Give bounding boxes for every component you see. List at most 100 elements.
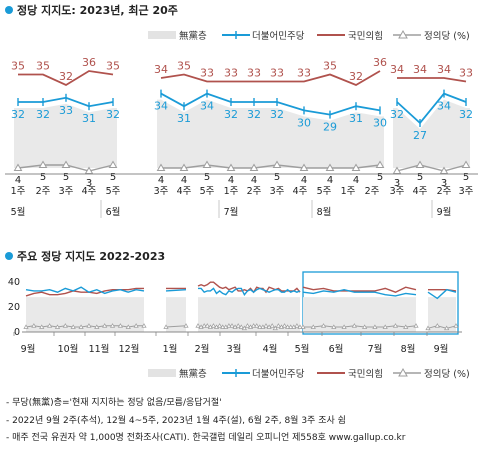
ppp-value-label: 33 bbox=[297, 67, 311, 80]
justice-value-label: 5 bbox=[377, 172, 383, 183]
month-tick-label: 6월 bbox=[329, 343, 344, 355]
bottom-chart-title: 주요 정당 지지도 2022-2023 bbox=[17, 249, 165, 263]
week-tick-label: 3주 bbox=[390, 186, 405, 197]
y-tick-label: 0 bbox=[14, 327, 20, 338]
democratic-series-line bbox=[160, 92, 381, 116]
justice-point-marker bbox=[294, 323, 300, 328]
justice-point-marker bbox=[39, 324, 45, 329]
justice-point-marker bbox=[241, 325, 247, 331]
justice-value-label: 4 bbox=[228, 175, 234, 186]
legend-justice-marker-icon bbox=[398, 367, 408, 377]
justice-value-label: 4 bbox=[251, 175, 257, 186]
independent-area bbox=[428, 297, 456, 332]
justice-value-label: 4 bbox=[353, 175, 359, 186]
ppp-series-line bbox=[160, 70, 381, 86]
justice-value-label: 4 bbox=[181, 175, 187, 186]
justice-value-label: 4 bbox=[327, 175, 333, 186]
y-tick-label: 20 bbox=[8, 302, 20, 313]
justice-point-marker bbox=[461, 160, 471, 168]
month-label: 9월 bbox=[437, 206, 452, 218]
justice-point-marker bbox=[229, 323, 235, 328]
month-tick-label: 2월 bbox=[195, 343, 210, 355]
justice-point-marker bbox=[78, 324, 84, 329]
justice-value-label: 4 bbox=[15, 175, 21, 186]
justice-point-marker bbox=[70, 324, 76, 329]
ppp-value-label: 35 bbox=[36, 60, 50, 73]
month-tick-label: 4월 bbox=[263, 343, 278, 355]
legend-independent-label: 無黨층 bbox=[179, 30, 207, 42]
week-tick-label: 3주 bbox=[459, 186, 474, 197]
democratic-value-label: 32 bbox=[270, 108, 284, 121]
month-tick-label: 7월 bbox=[368, 343, 383, 355]
justice-series-line bbox=[427, 325, 457, 329]
democratic-series-line bbox=[427, 288, 457, 300]
democratic-series-line bbox=[302, 288, 417, 297]
justice-point-marker bbox=[226, 163, 236, 171]
justice-point-marker bbox=[382, 324, 388, 329]
democratic-value-label: 34 bbox=[154, 100, 168, 113]
week-tick-label: 2주 bbox=[247, 186, 262, 197]
justice-point-marker bbox=[415, 160, 425, 168]
justice-point-marker bbox=[62, 323, 68, 328]
justice-value-label: 5 bbox=[274, 172, 280, 183]
week-tick-label: 2주 bbox=[36, 186, 51, 197]
month-tick-label: 8월 bbox=[401, 343, 416, 355]
justice-point-marker bbox=[257, 324, 263, 329]
legend-democratic-label: 더불어민주당 bbox=[252, 31, 305, 42]
justice-point-marker bbox=[125, 324, 131, 329]
democratic-series-line bbox=[25, 286, 145, 295]
democratic-value-label: 31 bbox=[349, 112, 363, 125]
justice-series-line bbox=[165, 325, 187, 328]
justice-point-marker bbox=[220, 324, 226, 329]
justice-point-marker bbox=[444, 325, 450, 331]
justice-point-marker bbox=[195, 323, 201, 328]
democratic-series-line bbox=[396, 92, 467, 125]
justice-point-marker bbox=[249, 163, 259, 171]
justice-point-marker bbox=[46, 323, 53, 328]
ppp-value-label: 34 bbox=[390, 63, 404, 76]
ppp-series-line bbox=[25, 287, 144, 297]
month-tick-label: 10월 bbox=[58, 343, 79, 355]
democratic-value-label: 30 bbox=[373, 116, 387, 129]
month-tick-label: 5월 bbox=[295, 343, 310, 355]
democratic-value-label: 29 bbox=[323, 121, 337, 134]
justice-point-marker bbox=[331, 324, 337, 329]
ppp-series-line bbox=[302, 286, 417, 293]
week-tick-label: 5주 bbox=[200, 186, 215, 197]
democratic-value-label: 34 bbox=[437, 100, 451, 113]
ppp-value-label: 32 bbox=[349, 70, 363, 83]
justice-point-marker bbox=[413, 323, 419, 328]
justice-value-label: 5 bbox=[40, 172, 46, 183]
justice-point-marker bbox=[226, 323, 232, 328]
justice-point-marker bbox=[299, 163, 309, 171]
justice-point-marker bbox=[320, 323, 327, 328]
justice-point-marker bbox=[310, 324, 316, 329]
democratic-value-label: 32 bbox=[106, 108, 120, 121]
month-tick-label: 11월 bbox=[89, 343, 110, 355]
justice-value-label: 5 bbox=[110, 172, 116, 183]
footnote-2: - 2022년 9월 2주(추석), 12월 4~5주, 2023년 1월 4주… bbox=[6, 415, 346, 426]
ppp-value-label: 33 bbox=[200, 67, 214, 80]
legend-independent-label: 無黨층 bbox=[179, 368, 207, 380]
ppp-value-label: 36 bbox=[82, 56, 96, 69]
month-tick-label: 9월 bbox=[434, 343, 449, 355]
justice-point-marker bbox=[403, 324, 409, 329]
title-bullet-icon bbox=[5, 6, 13, 14]
justice-point-marker bbox=[325, 163, 335, 171]
justice-point-marker bbox=[351, 163, 361, 171]
justice-point-marker bbox=[202, 160, 212, 168]
justice-point-marker bbox=[133, 323, 139, 328]
justice-point-marker bbox=[425, 325, 431, 331]
justice-point-marker bbox=[300, 324, 306, 329]
ppp-series-line bbox=[18, 70, 114, 87]
justice-point-marker bbox=[201, 323, 207, 328]
legend-ppp-label: 국민의힘 bbox=[348, 31, 383, 42]
top-chart-title: 정당 지지도: 2023년, 최근 20주 bbox=[17, 3, 178, 17]
justice-point-marker bbox=[254, 323, 260, 328]
footnotes: - 무당(無黨)층='현재 지지하는 정당 없음/모름/응답거절' - 2022… bbox=[6, 395, 478, 448]
justice-point-marker bbox=[281, 323, 288, 328]
justice-point-marker bbox=[288, 324, 294, 329]
democratic-value-label: 32 bbox=[224, 108, 238, 121]
